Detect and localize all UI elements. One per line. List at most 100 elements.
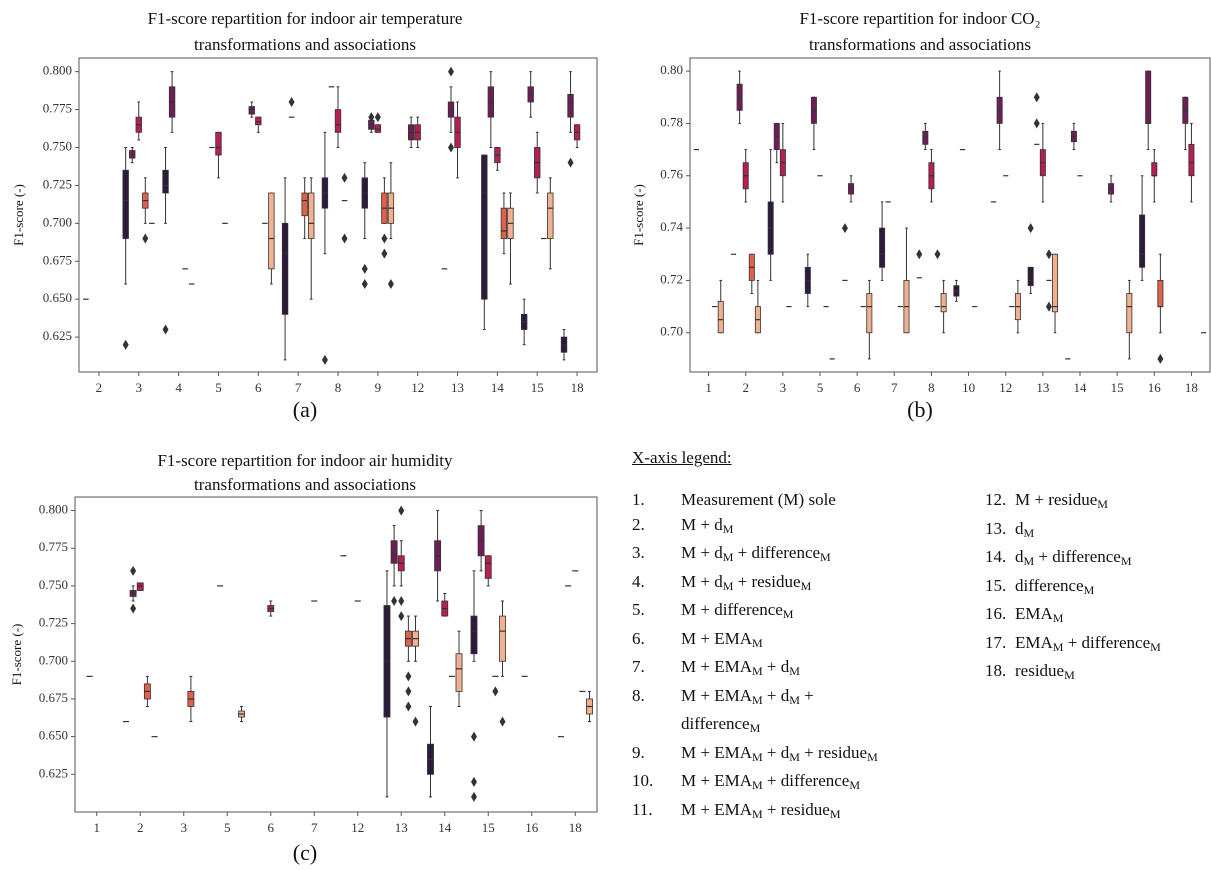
- subscript: M: [751, 692, 763, 707]
- panel-label: (c): [293, 840, 317, 865]
- box-group: [487, 71, 495, 148]
- box-group: [481, 154, 488, 331]
- box-group: [717, 279, 724, 334]
- y-tick-label: 0.700: [39, 652, 68, 667]
- box-group: [1151, 149, 1158, 203]
- x-axis-legend: X-axis legend: 1. Measurement (M) sole 2. M…: [632, 448, 1211, 821]
- outlier: [288, 96, 295, 107]
- box: [1126, 293, 1133, 334]
- legend-item: 11. M + EMAM + residueM: [632, 798, 878, 827]
- box-group: [390, 525, 398, 606]
- outlier: [398, 505, 405, 516]
- box-group: [1045, 249, 1052, 312]
- item-number: 8.: [632, 685, 645, 705]
- x-tick-label: 16: [1148, 380, 1162, 395]
- box: [879, 227, 886, 268]
- y-tick-label: 0.700: [43, 214, 72, 229]
- item-number: 12.: [985, 490, 1007, 509]
- subscript: M: [1052, 639, 1064, 654]
- box-group: [866, 279, 873, 360]
- subscript: M: [829, 806, 841, 821]
- legend-item: 6. M + EMAM: [632, 627, 878, 656]
- outlier: [1027, 223, 1034, 234]
- legend-item: 4. M + dM + residueM: [632, 570, 878, 599]
- x-tick-label: 8: [335, 380, 342, 395]
- outlier: [934, 249, 941, 260]
- box: [455, 653, 463, 692]
- item-text: residueM: [1015, 659, 1161, 688]
- x-tick-label: 5: [215, 380, 222, 395]
- box: [308, 192, 315, 239]
- box-group: [143, 675, 151, 707]
- x-tick-label: 12: [411, 380, 424, 395]
- box-group: [122, 146, 129, 350]
- subscript: M: [722, 578, 734, 593]
- x-tick-label: 4: [175, 380, 182, 395]
- y-tick-label: 0.70: [660, 324, 683, 339]
- outlier: [405, 686, 412, 697]
- outlier: [398, 611, 405, 622]
- box: [215, 131, 222, 156]
- box-group: [1126, 279, 1133, 360]
- box: [1027, 266, 1034, 287]
- text-segment: M + d: [681, 571, 723, 591]
- item-number: 10.: [632, 771, 654, 790]
- item-number: 9.: [632, 742, 645, 762]
- box-group: [187, 675, 195, 723]
- text-segment: M + EMA: [681, 771, 752, 790]
- chart-title: F1-score repartition for indoor air humi…: [157, 451, 453, 470]
- y-tick-label: 0.650: [39, 728, 68, 743]
- box: [922, 130, 929, 145]
- box: [248, 106, 255, 115]
- y-tick-label: 0.675: [43, 252, 72, 267]
- item-text: M + EMAM: [681, 627, 878, 656]
- box-group: [288, 96, 295, 118]
- outlier: [470, 776, 477, 787]
- box-group: [215, 131, 222, 179]
- subscript: M: [751, 749, 763, 764]
- box-group: [142, 177, 149, 244]
- box-group: [248, 101, 255, 118]
- y-tick-label: 0.725: [43, 176, 72, 191]
- outlier: [341, 172, 348, 183]
- item-text: M + dM: [681, 513, 878, 542]
- chart-title: transformations and associations: [194, 35, 416, 54]
- box: [301, 192, 308, 217]
- box-group: [381, 177, 388, 259]
- outlier: [130, 565, 137, 576]
- box-group: [573, 124, 581, 148]
- box-group: [810, 96, 817, 151]
- box-group: [412, 615, 419, 727]
- subscript: M: [1052, 611, 1064, 625]
- box: [1188, 143, 1195, 177]
- outlier: [387, 279, 394, 290]
- item-text: M + residueM: [1015, 488, 1161, 517]
- text-segment: Measurement (M) sole: [681, 490, 836, 509]
- item-text: M + EMAM + dM + differenceM: [681, 684, 878, 741]
- y-tick-label: 0.800: [39, 502, 68, 517]
- item-number: 7.: [632, 657, 645, 676]
- box-group: [383, 570, 391, 798]
- box-group: [848, 175, 855, 203]
- y-tick-label: 0.775: [43, 101, 72, 116]
- item-number: 13.: [985, 518, 1007, 538]
- box-group: [321, 131, 329, 365]
- box-group: [1014, 279, 1021, 334]
- outlier: [381, 248, 388, 259]
- legend-item: 1. Measurement (M) sole: [632, 488, 878, 513]
- outlier: [916, 249, 923, 260]
- subscript: M: [722, 550, 734, 564]
- box-group: [742, 149, 749, 203]
- outlier: [162, 324, 169, 335]
- y-tick-label: 0.775: [39, 539, 68, 554]
- text-segment: + residue: [733, 571, 801, 591]
- text-segment: + residue: [762, 799, 830, 819]
- x-tick-label: 18: [571, 380, 584, 395]
- box: [390, 540, 398, 564]
- subscript: M: [751, 806, 763, 821]
- x-tick-label: 7: [295, 380, 302, 395]
- outlier: [405, 701, 412, 712]
- subscript: M: [1064, 668, 1075, 682]
- box-group: [268, 192, 275, 285]
- x-tick-label: 10: [962, 380, 975, 395]
